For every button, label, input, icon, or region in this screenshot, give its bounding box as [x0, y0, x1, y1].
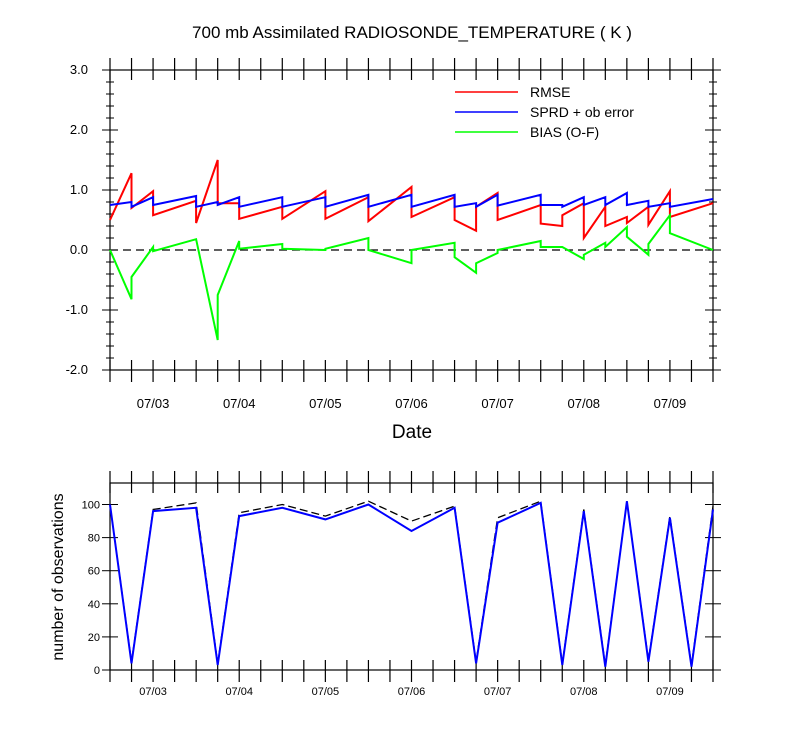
y-axis-label-observations: number of observations [50, 493, 67, 660]
bottom-series-assimilated [109, 501, 714, 667]
legend: RMSE SPRD + ob error BIAS (O-F) [455, 84, 634, 140]
bottom-ytick-label: 0 [94, 665, 100, 677]
bottom-xtick-label: 07/08 [570, 686, 598, 698]
top-xtick-label: 07/08 [568, 396, 601, 411]
top-series-sprd-ob-error [109, 191, 714, 209]
bottom-xtick-label: 07/04 [225, 686, 253, 698]
bottom-y-axis: 0 20 40 60 80 100 [82, 500, 721, 677]
top-ytick-label: 3.0 [70, 62, 88, 77]
bottom-xtick-label: 07/07 [484, 686, 512, 698]
top-xtick-label: 07/09 [654, 396, 687, 411]
bottom-ytick-label: 60 [88, 566, 100, 578]
top-series-group [109, 159, 714, 341]
top-ytick-label: 0.0 [70, 242, 88, 257]
bottom-xtick-label: 07/03 [139, 686, 167, 698]
bottom-ytick-label: 100 [82, 500, 100, 512]
top-series-rmse [109, 159, 714, 242]
bottom-ytick-label: 80 [88, 533, 100, 545]
top-ytick-label: 1.0 [70, 182, 88, 197]
top-xtick-label: 07/06 [395, 396, 428, 411]
legend-label-bias: BIAS (O-F) [530, 124, 599, 140]
top-xtick-label: 07/07 [481, 396, 514, 411]
bottom-xtick-label: 07/06 [398, 686, 426, 698]
legend-label-sprd: SPRD + ob error [530, 104, 634, 120]
bottom-xtick-label: 07/05 [312, 686, 340, 698]
bottom-plot-frame [109, 482, 714, 671]
top-panel: 700 mb Assimilated RADIOSONDE_TEMPERATUR… [66, 23, 721, 443]
bottom-xtick-label: 07/09 [656, 686, 684, 698]
top-ytick-label: -1.0 [66, 302, 88, 317]
top-ytick-label: 2.0 [70, 122, 88, 137]
top-series-bias-o-f [109, 212, 714, 341]
top-xtick-label: 07/03 [137, 396, 170, 411]
bottom-ytick-label: 20 [88, 632, 100, 644]
bottom-series-group [109, 500, 714, 667]
bottom-ytick-label: 40 [88, 599, 100, 611]
chart-title: 700 mb Assimilated RADIOSONDE_TEMPERATUR… [192, 23, 632, 42]
top-x-axis: 07/03 07/04 07/05 07/06 07/07 07/08 07/09 [109, 58, 714, 411]
bottom-x-axis: 07/03 07/04 07/05 07/06 07/07 07/08 07/09 [109, 471, 714, 698]
x-axis-label: Date [392, 422, 432, 443]
top-ytick-label: -2.0 [66, 362, 88, 377]
top-y-axis: 3.0 2.0 1.0 0.0 -1.0 -2.0 [66, 62, 721, 377]
top-xtick-label: 07/04 [223, 396, 256, 411]
bottom-series-total [109, 500, 714, 666]
top-xtick-label: 07/05 [309, 396, 342, 411]
legend-label-rmse: RMSE [530, 84, 570, 100]
